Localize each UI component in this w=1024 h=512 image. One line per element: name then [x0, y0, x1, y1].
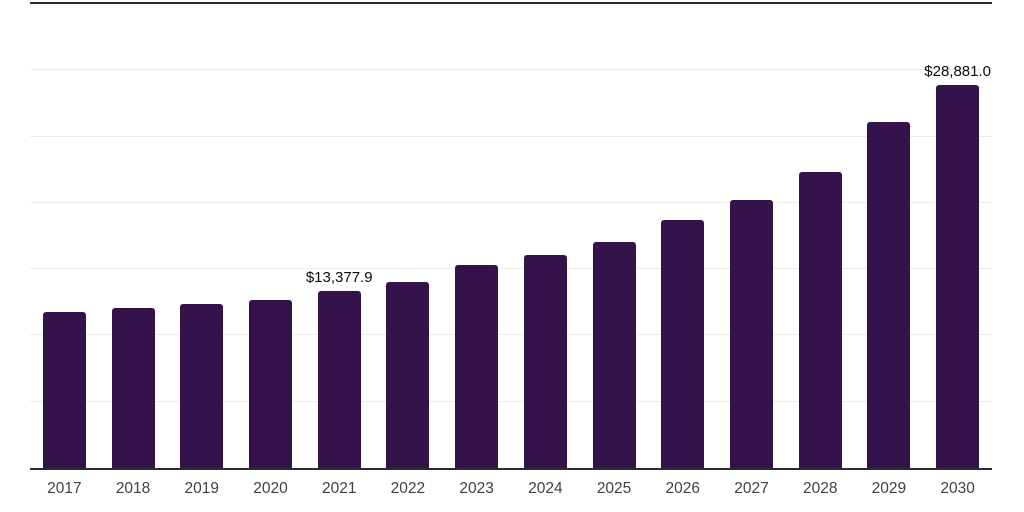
gridline-25000 — [30, 135, 992, 137]
x-tick-2019: 2019 — [184, 480, 220, 497]
x-tick-2024: 2024 — [528, 480, 563, 497]
x-tick-2023: 2023 — [459, 480, 494, 497]
bar-2020 — [249, 300, 292, 468]
x-axis: 2017 2018 2019 2020 2021 2022 2023 2024 2025 2026… — [30, 480, 992, 504]
bar-2021 — [317, 290, 361, 468]
x-tick-2029: 2029 — [871, 480, 907, 497]
value-label-2021: $13,377.9 — [305, 268, 373, 286]
x-tick-2021: 2021 — [321, 480, 357, 497]
bar-2018 — [111, 308, 155, 468]
bar-2017 — [42, 311, 86, 468]
bar-2030 — [936, 85, 980, 468]
bar-2028 — [798, 171, 842, 468]
x-tick-2022: 2022 — [390, 480, 426, 497]
gridline-5000 — [30, 400, 992, 402]
x-tick-2025: 2025 — [596, 480, 632, 497]
plot-area: $13,377.9 $28,881.0 — [30, 2, 992, 470]
bar-2026 — [661, 220, 705, 468]
value-label-2030: $28,881.0 — [924, 63, 991, 81]
gridline-10000 — [30, 334, 992, 336]
bar-2019 — [180, 303, 224, 468]
x-tick-2020: 2020 — [253, 480, 288, 497]
bar-2022 — [386, 282, 430, 468]
x-tick-2017: 2017 — [47, 480, 82, 497]
bar-2023 — [455, 264, 499, 468]
bar-2025 — [592, 241, 636, 468]
x-tick-2028: 2028 — [802, 480, 838, 497]
x-tick-2026: 2026 — [665, 480, 701, 497]
bar-2027 — [730, 199, 773, 468]
gridline-20000 — [30, 201, 992, 203]
x-tick-2018: 2018 — [115, 480, 151, 497]
bar-2029 — [867, 121, 911, 468]
gridline-30000 — [30, 69, 992, 71]
x-tick-2030: 2030 — [940, 480, 975, 497]
bar-2024 — [523, 254, 567, 468]
gridline-15000 — [30, 268, 992, 270]
x-tick-2027: 2027 — [734, 480, 769, 497]
